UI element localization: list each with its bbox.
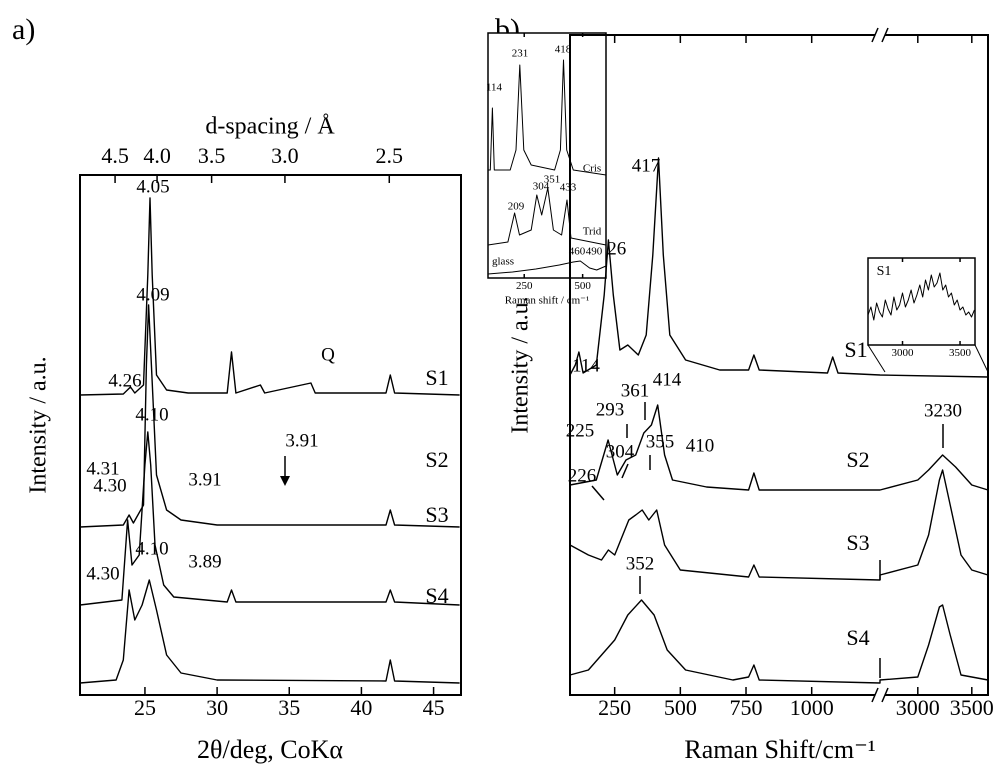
annotation: 414 (653, 369, 682, 390)
spectrum-line (867, 272, 975, 321)
annotation: 410 (686, 435, 715, 456)
annotation: 225 (566, 420, 595, 441)
annotation: 304 (606, 441, 635, 462)
series-label: S1 (425, 365, 448, 390)
x-tick-label: 250 (598, 695, 631, 720)
series-label: Trid (583, 226, 602, 238)
annotation: 293 (596, 399, 625, 420)
annotation: 3.89 (188, 551, 221, 572)
x2-tick-label: 4.5 (101, 143, 129, 168)
spectrum-line (569, 469, 989, 581)
series-label: S2 (425, 447, 448, 472)
plot-frame (79, 174, 462, 696)
annotation: 460 (569, 246, 586, 258)
annotation: 4.30 (86, 563, 119, 584)
x-tick-label: 40 (350, 695, 372, 720)
x2-axis-title: d-spacing / Å (205, 114, 335, 140)
x-tick-label: 45 (423, 695, 445, 720)
x-tick-label: 35 (278, 695, 300, 720)
annotation: 417 (632, 155, 661, 176)
x-tick-label: 500 (664, 695, 697, 720)
annotation: 4.05 (136, 176, 169, 197)
spectrum-line (79, 197, 460, 396)
x2-tick-label: 3.5 (198, 143, 226, 168)
axis-break (871, 687, 879, 703)
annotation: 4.30 (93, 475, 126, 496)
x-axis-title: Raman shift / cm⁻¹ (505, 295, 590, 307)
arrow (280, 456, 290, 486)
series-label: S4 (425, 583, 448, 608)
spectrum-line (487, 260, 607, 275)
spectrum-line (569, 157, 989, 378)
spectrum-line (79, 304, 460, 528)
series-label: Cris (583, 163, 601, 175)
spectrum-line (569, 404, 989, 491)
annotation: 4.10 (135, 538, 168, 559)
series-label: S1 (844, 337, 867, 362)
annotation: 3.91 (285, 430, 318, 451)
axis-break (871, 27, 879, 43)
x2-tick-label: 3.0 (271, 143, 299, 168)
x-tick-label: 750 (730, 695, 763, 720)
annotation: 4.31 (86, 458, 119, 479)
axis-break (881, 27, 889, 43)
spectrum-line (488, 59, 607, 176)
x-tick-label: 3500 (950, 695, 994, 720)
annotation: 4.10 (135, 404, 168, 425)
annotation: 114 (572, 355, 600, 376)
axis-break (881, 687, 889, 703)
zoom-lines (867, 344, 989, 373)
annotation: 209 (508, 201, 525, 213)
panel-label: a) (12, 13, 35, 46)
x2-tick-label: 2.5 (376, 143, 404, 168)
annotation: 304 (533, 181, 550, 193)
annotation: 3.91 (188, 469, 221, 490)
annotation: 4.26 (108, 370, 141, 391)
axis-break-gap (875, 32, 885, 38)
x-axis-title: 2θ/deg, CoKα (197, 735, 343, 764)
series-label: S4 (846, 625, 869, 650)
spectrum-line (79, 579, 460, 684)
spectrum-line (79, 431, 460, 606)
annotation: 490 (586, 246, 603, 258)
x-tick-label: 3500 (949, 347, 972, 359)
x2-tick-label: 4.0 (143, 143, 171, 168)
x-tick-label: 3000 (896, 695, 940, 720)
x-tick-label: 1000 (790, 695, 834, 720)
plot-frame (569, 34, 989, 696)
series-label: S3 (425, 502, 448, 527)
series-label: glass (492, 256, 514, 268)
annotation: 114 (486, 82, 503, 94)
axis-break-gap (875, 692, 885, 698)
annotation: 351 (544, 174, 561, 186)
annotation: 352 (626, 553, 655, 574)
series-label: S1 (877, 264, 892, 279)
series-label: S3 (846, 530, 869, 555)
series-label: S2 (846, 447, 869, 472)
annotation: 361 (621, 380, 650, 401)
annotation: 355 (646, 431, 675, 452)
annotation: 433 (560, 182, 577, 194)
x-tick-label: 3000 (892, 347, 915, 359)
spectrum-line (569, 599, 989, 684)
spectrum-line (487, 187, 607, 246)
annotation: 231 (512, 48, 529, 60)
annotation: Q (321, 344, 335, 365)
annotation: 418 (555, 44, 572, 56)
annotation: 3230 (924, 400, 962, 421)
y-axis-title: Intensity / a.u. (508, 296, 534, 433)
x-tick-label: 25 (134, 695, 156, 720)
inset-frame (487, 32, 607, 279)
x-axis-title: Raman Shift/cm⁻¹ (684, 735, 875, 764)
x-tick-label: 500 (574, 280, 591, 292)
peak-markers (591, 402, 944, 678)
x-tick-label: 250 (516, 280, 533, 292)
y-axis-title: Intensity / a.u. (26, 356, 52, 493)
x-tick-label: 30 (206, 695, 228, 720)
